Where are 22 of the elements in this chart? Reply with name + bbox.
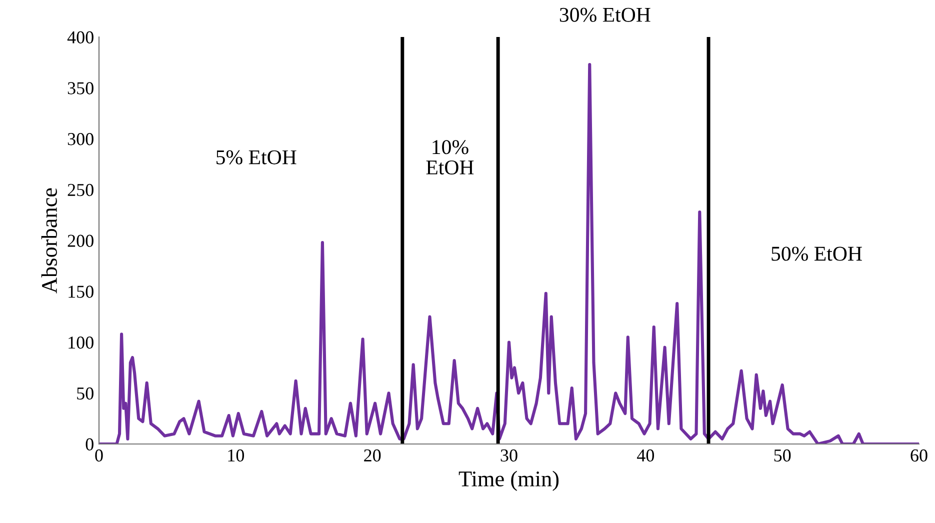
x-axis-title: Time (min)	[458, 470, 559, 491]
x-tick-label: 20	[364, 449, 381, 462]
y-tick-label: 350	[68, 82, 94, 94]
text: 30% EtOH	[560, 8, 650, 22]
annotation: 5% EtOH	[216, 150, 296, 164]
y-axis-title: Absorbance	[41, 188, 57, 294]
y-tick-label: 50	[77, 387, 94, 400]
x-tick-label: 40	[636, 449, 654, 462]
annotation: 50% EtOH	[772, 246, 862, 261]
x-tick-label: 30	[500, 449, 518, 462]
y-tick-label: 400	[67, 31, 94, 44]
annotation: 10% EtOH	[426, 140, 474, 174]
x-tick-label: 0	[95, 449, 103, 462]
y-tick-label: 0	[86, 438, 94, 450]
y-tick-label: 250	[68, 184, 94, 196]
x-tick-label: 10	[228, 449, 244, 462]
y-tick-label: 150	[68, 286, 94, 298]
x-tick-label: 50	[774, 449, 791, 462]
y-tick-label: 200	[68, 234, 94, 247]
y-tick-label: 300	[68, 133, 94, 146]
x-tick-label: 60	[910, 449, 928, 462]
y-tick-label: 100	[68, 336, 94, 349]
